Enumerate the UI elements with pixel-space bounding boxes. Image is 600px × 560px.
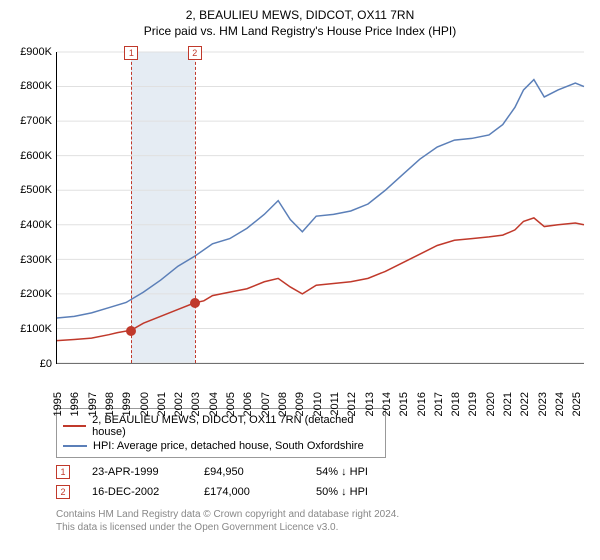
x-axis-label: 2002 — [173, 392, 185, 416]
sale-row: 1 23-APR-1999 £94,950 54% ↓ HPI — [56, 462, 592, 482]
legend-row-property: 2, BEAULIEU MEWS, DIDCOT, OX11 7RN (deta… — [63, 413, 379, 439]
x-axis-label: 2008 — [277, 392, 289, 416]
y-axis-label: £200K — [8, 288, 52, 300]
x-axis-label: 2003 — [190, 392, 202, 416]
x-axis-label: 2023 — [537, 392, 549, 416]
x-axis-label: 2017 — [433, 392, 445, 416]
x-axis-label: 2001 — [156, 392, 168, 416]
price-chart: 12 £0£100K£200K£300K£400K£500K£600K£700K… — [8, 44, 592, 404]
x-axis-label: 2022 — [519, 392, 531, 416]
sale-marker-icon: 1 — [56, 465, 70, 479]
y-axis-label: £800K — [8, 80, 52, 92]
x-axis-label: 2006 — [242, 392, 254, 416]
x-axis-label: 2020 — [485, 392, 497, 416]
sale-point-dot — [126, 326, 136, 336]
sale-marker-box: 1 — [124, 46, 138, 60]
x-axis-label: 2005 — [225, 392, 237, 416]
x-axis-label: 2021 — [502, 392, 514, 416]
y-axis-label: £400K — [8, 219, 52, 231]
legend-row-hpi: HPI: Average price, detached house, Sout… — [63, 439, 379, 453]
y-axis-label: £500K — [8, 184, 52, 196]
x-axis-label: 2009 — [294, 392, 306, 416]
footer-line-1: Contains HM Land Registry data © Crown c… — [56, 508, 592, 521]
sale-row: 2 16-DEC-2002 £174,000 50% ↓ HPI — [56, 482, 592, 502]
x-axis-label: 2004 — [208, 392, 220, 416]
sale-point-dot — [190, 298, 200, 308]
x-axis-label: 2024 — [554, 392, 566, 416]
y-axis-label: £100K — [8, 323, 52, 335]
x-axis-label: 2016 — [416, 392, 428, 416]
x-axis-label: 1998 — [104, 392, 116, 416]
sale-date: 16-DEC-2002 — [92, 486, 182, 498]
sale-marker-box: 2 — [188, 46, 202, 60]
y-axis-label: £0 — [8, 358, 52, 370]
footer-note: Contains HM Land Registry data © Crown c… — [56, 508, 592, 534]
x-axis-label: 2019 — [467, 392, 479, 416]
legend-label-property: 2, BEAULIEU MEWS, DIDCOT, OX11 7RN (deta… — [92, 414, 379, 438]
x-axis-label: 2012 — [346, 392, 358, 416]
x-axis-label: 2018 — [450, 392, 462, 416]
sale-relation: 54% ↓ HPI — [316, 466, 406, 478]
sale-date: 23-APR-1999 — [92, 466, 182, 478]
x-axis-label: 2011 — [329, 392, 341, 416]
x-axis-label: 1996 — [69, 392, 81, 416]
x-axis-label: 2025 — [571, 392, 583, 416]
sale-vertical-line — [195, 52, 196, 363]
x-axis-label: 1997 — [87, 392, 99, 416]
x-axis-label: 2013 — [364, 392, 376, 416]
chart-svg — [57, 52, 584, 363]
x-axis-label: 2000 — [139, 392, 151, 416]
x-axis-label: 2007 — [260, 392, 272, 416]
address-title: 2, BEAULIEU MEWS, DIDCOT, OX11 7RN — [8, 8, 592, 24]
footer-line-2: This data is licensed under the Open Gov… — [56, 521, 592, 534]
x-axis-label: 2014 — [381, 392, 393, 416]
y-axis-label: £600K — [8, 150, 52, 162]
x-axis-label: 1995 — [52, 392, 64, 416]
y-axis-label: £900K — [8, 46, 52, 58]
sale-price: £94,950 — [204, 466, 294, 478]
sale-relation: 50% ↓ HPI — [316, 486, 406, 498]
sale-vertical-line — [131, 52, 132, 363]
y-axis-label: £300K — [8, 254, 52, 266]
sale-price: £174,000 — [204, 486, 294, 498]
legend-label-hpi: HPI: Average price, detached house, Sout… — [93, 440, 364, 452]
chart-subtitle: Price paid vs. HM Land Registry's House … — [8, 24, 592, 38]
swatch-hpi — [63, 445, 87, 447]
plot-area: 12 — [56, 52, 584, 364]
sales-table: 1 23-APR-1999 £94,950 54% ↓ HPI 2 16-DEC-2002… — [56, 462, 592, 502]
x-axis-label: 1999 — [121, 392, 133, 416]
swatch-property — [63, 425, 86, 427]
x-axis-label: 2015 — [398, 392, 410, 416]
sale-marker-icon: 2 — [56, 485, 70, 499]
x-axis-label: 2010 — [312, 392, 324, 416]
y-axis-label: £700K — [8, 115, 52, 127]
